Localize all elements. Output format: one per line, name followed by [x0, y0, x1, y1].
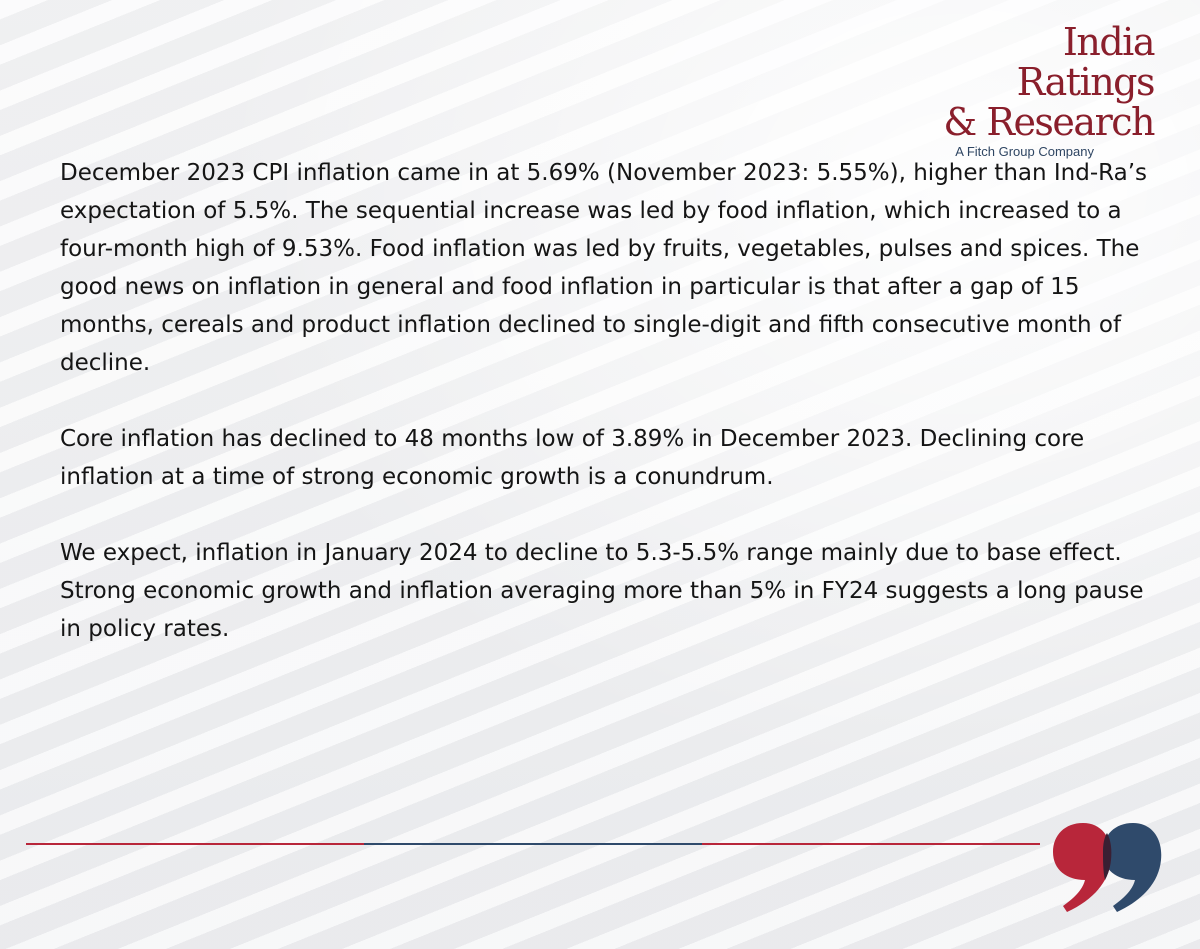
quote-right-shape: [1103, 823, 1162, 912]
paragraph-cpi: December 2023 CPI inflation came in at 5…: [60, 160, 1147, 376]
footer-divider: [26, 843, 1040, 845]
logo-tagline: A Fitch Group Company: [955, 144, 1094, 159]
logo-line-2: & Research: [943, 100, 1155, 144]
logo-line-1: India Ratings: [1016, 20, 1156, 104]
quote-left-shape: [1053, 823, 1112, 912]
article-body: December 2023 CPI inflation came in at 5…: [60, 154, 1150, 686]
divider-segment-red-left: [26, 843, 364, 845]
company-logo: India Ratings & Research A Fitch Group C…: [924, 20, 1156, 159]
divider-segment-red-right: [702, 843, 1040, 845]
divider-segment-navy: [364, 843, 702, 845]
paragraph-outlook: We expect, inflation in January 2024 to …: [60, 540, 1144, 642]
quote-overlap-shape: [1103, 833, 1112, 880]
quote-mark-icon: [1053, 823, 1162, 912]
paragraph-core: Core inflation has declined to 48 months…: [60, 426, 1085, 490]
